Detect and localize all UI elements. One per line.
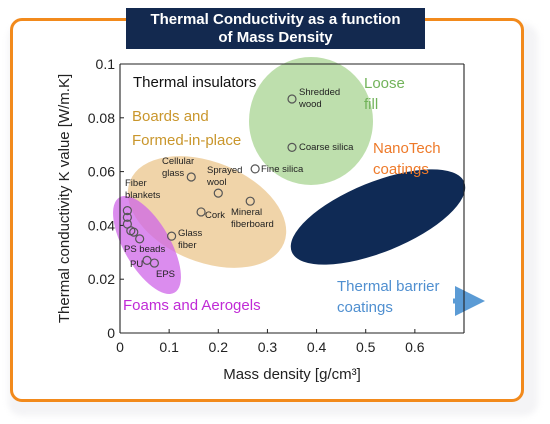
chart-title: Thermal Conductivity as a function of Ma… xyxy=(126,8,425,49)
data-point xyxy=(135,234,145,244)
label-thermal-barrier: Thermal barrier coatings xyxy=(337,278,440,316)
x-tick-label: 0.6 xyxy=(405,339,425,355)
label-foams-aerogels: Foams and Aerogels xyxy=(123,297,261,314)
y-tick-label: 0.1 xyxy=(96,56,116,72)
label-sprayed-wool: Sprayed wool xyxy=(206,165,242,188)
label-eps: EPS xyxy=(156,269,175,280)
data-point xyxy=(129,227,139,237)
y-tick-label: 0.02 xyxy=(88,271,115,287)
label-glass-fiber: Glass fiber xyxy=(178,228,203,251)
region-loose-fill xyxy=(249,57,373,185)
x-tick-label: 0.1 xyxy=(159,339,179,355)
label-coarse-silica: Coarse silica xyxy=(299,142,354,153)
label-boards: Boards and Formed-in-place xyxy=(132,108,241,149)
label-shredded-wood: Shredded wood xyxy=(298,87,340,110)
legend-thermal-insulators: Thermal insulators xyxy=(133,74,256,91)
y-axis-label: Thermal conductivity K value [W/m.K] xyxy=(56,74,73,323)
y-tick-label: 0.08 xyxy=(88,110,115,126)
data-point xyxy=(122,206,132,216)
y-tick-label: 0 xyxy=(107,325,115,341)
label-cork: Cork xyxy=(205,210,225,221)
data-point xyxy=(149,258,159,268)
data-point xyxy=(250,164,260,174)
data-point xyxy=(196,207,206,217)
data-point xyxy=(122,212,132,222)
data-point xyxy=(213,188,223,198)
region-nanotech xyxy=(290,169,466,265)
label-loose-fill: Loose fill xyxy=(364,75,405,113)
chart-title-line-2: of Mass Density xyxy=(218,29,333,46)
x-tick-label: 0 xyxy=(116,339,124,355)
label-ps-beads: PS beads xyxy=(124,244,165,255)
x-tick-label: 0.5 xyxy=(356,339,376,355)
x-tick-label: 0.2 xyxy=(209,339,229,355)
label-mineral-fiberboard: Mineral fiberboard xyxy=(231,207,274,230)
data-point xyxy=(245,196,255,206)
label-nanotech: NanoTech coatings xyxy=(373,140,441,178)
data-point xyxy=(287,94,297,104)
y-tick-label: 0.06 xyxy=(88,164,115,180)
data-point xyxy=(167,231,177,241)
y-tick-label: 0.04 xyxy=(88,217,115,233)
data-point xyxy=(186,172,196,182)
label-fine-silica: Fine silica xyxy=(261,164,304,175)
label-fiber-blankets: Fiber blankets xyxy=(125,178,161,201)
label-pu: PU xyxy=(130,259,143,270)
chart-title-line-1: Thermal Conductivity as a function xyxy=(150,11,401,28)
x-tick-label: 0.3 xyxy=(258,339,278,355)
data-point xyxy=(287,142,297,152)
x-axis-label: Mass density [g/cm³] xyxy=(223,366,361,383)
x-tick-label: 0.4 xyxy=(307,339,327,355)
label-cellular-glass: Cellular glass xyxy=(162,156,194,179)
